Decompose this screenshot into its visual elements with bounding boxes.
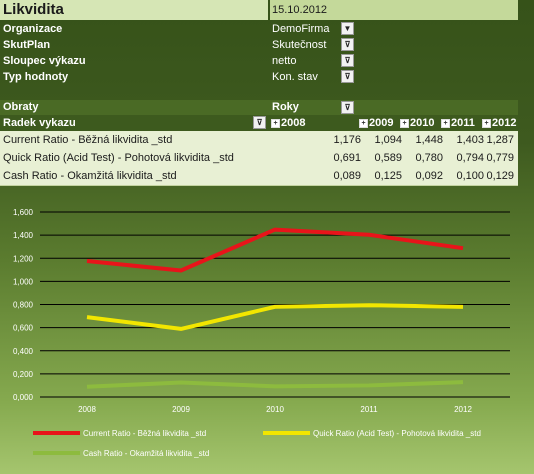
x-tick-label: 2011: [360, 405, 378, 414]
year-header-2009[interactable]: +2009: [359, 115, 393, 131]
pivot-column-field: Roky: [272, 101, 299, 113]
y-tick-label: 1,200: [13, 254, 34, 263]
liquidity-line-chart[interactable]: 0,000 0,200 0,400 0,600 0,800 1,000 1,200 1,400…: [0, 195, 534, 474]
cell-value: 1,448: [415, 134, 443, 146]
filter-sloupec-vykazu: Sloupec výkazu netto ⊽: [0, 53, 518, 69]
pivot-header-bottom: Radek vykazu ⊽ +2008 +2009 +2010 +2011 +…: [0, 115, 518, 131]
cell-value: 0,780: [415, 152, 443, 164]
row-label: Cash Ratio - Okamžitá likvidita _std: [3, 170, 177, 182]
y-tick-label: 0,000: [13, 393, 34, 402]
filter-icon[interactable]: ⊽: [341, 70, 354, 83]
table-row[interactable]: Quick Ratio (Acid Test) - Pohotová likvi…: [0, 149, 518, 168]
pivot-data-field: Obraty: [3, 101, 39, 113]
y-tick-label: 1,600: [13, 208, 34, 217]
row-filter-icon[interactable]: ⊽: [253, 116, 266, 129]
expand-icon[interactable]: +: [271, 118, 280, 128]
cell-value: 0,092: [415, 170, 443, 182]
cell-value: 0,691: [333, 152, 361, 164]
pivot-header-top: Obraty Roky ⊽: [0, 100, 518, 115]
legend-label: Current Ratio - Běžná likvidita _std: [83, 429, 206, 438]
cell-value: 1,094: [374, 134, 402, 146]
year-header-2008[interactable]: +2008: [271, 115, 305, 131]
cell-value: 1,287: [486, 134, 514, 146]
cell-value: 0,779: [486, 152, 514, 164]
filter-label: Sloupec výkazu: [3, 55, 86, 67]
sheet-title: Likvidita: [0, 0, 268, 20]
filter-value: Kon. stav: [272, 71, 318, 83]
y-tick-label: 0,400: [13, 347, 34, 356]
cell-value: 0,129: [486, 170, 514, 182]
row-label: Quick Ratio (Acid Test) - Pohotová likvi…: [3, 152, 234, 164]
filter-value: DemoFirma: [272, 23, 330, 35]
filter-typ-hodnoty: Typ hodnoty Kon. stav ⊽: [0, 69, 518, 85]
filter-label: Typ hodnoty: [3, 71, 69, 83]
year-header-2012[interactable]: +2012: [482, 115, 516, 131]
y-tick-label: 1,000: [13, 277, 34, 286]
filter-value: Skutečnost: [272, 39, 327, 51]
y-tick-label: 0,200: [13, 370, 34, 379]
x-tick-label: 2009: [172, 405, 190, 414]
year-header-2010[interactable]: +2010: [400, 115, 434, 131]
dropdown-arrow-icon[interactable]: ▼: [341, 22, 354, 35]
cell-value: 0,589: [374, 152, 402, 164]
table-row[interactable]: Current Ratio - Běžná likvidita _std 1,1…: [0, 131, 518, 150]
expand-icon[interactable]: +: [482, 118, 491, 128]
legend-label: Quick Ratio (Acid Test) - Pohotová likvi…: [313, 429, 481, 438]
filter-value: netto: [272, 55, 297, 67]
year-header-2011[interactable]: +2011: [441, 115, 475, 131]
cell-value: 0,100: [456, 170, 484, 182]
expand-icon[interactable]: +: [400, 118, 409, 128]
y-tick-label: 0,800: [13, 301, 34, 310]
x-tick-label: 2008: [78, 405, 96, 414]
cell-value: 0,125: [374, 170, 402, 182]
filter-skutplan: SkutPlan Skutečnost ⊽: [0, 37, 518, 53]
series-line-1: [86, 227, 464, 273]
report-date: 15.10.2012: [270, 0, 518, 20]
cell-value: 1,403: [456, 134, 484, 146]
series-line-2: [86, 303, 464, 331]
filter-icon[interactable]: ⊽: [341, 54, 354, 67]
pivot-row-field: Radek vykazu: [3, 117, 76, 129]
table-row[interactable]: Cash Ratio - Okamžitá likvidita _std 0,0…: [0, 167, 518, 186]
filter-icon[interactable]: ⊽: [341, 38, 354, 51]
cell-value: 0,794: [456, 152, 484, 164]
legend-label: Cash Ratio - Okamžitá likvidita _std: [83, 449, 209, 458]
expand-icon[interactable]: +: [441, 118, 450, 128]
filter-label: SkutPlan: [3, 39, 51, 51]
filter-organizace: Organizace DemoFirma ▼: [0, 21, 518, 37]
column-filter-icon[interactable]: ⊽: [341, 101, 354, 114]
expand-icon[interactable]: +: [359, 118, 368, 128]
series-line-3: [86, 380, 464, 389]
x-tick-label: 2010: [266, 405, 284, 414]
row-label: Current Ratio - Běžná likvidita _std: [3, 134, 173, 146]
y-tick-label: 1,400: [13, 231, 34, 240]
y-tick-label: 0,600: [13, 324, 34, 333]
cell-value: 0,089: [333, 170, 361, 182]
cell-value: 1,176: [333, 134, 361, 146]
x-tick-label: 2012: [454, 405, 472, 414]
filter-label: Organizace: [3, 23, 63, 35]
